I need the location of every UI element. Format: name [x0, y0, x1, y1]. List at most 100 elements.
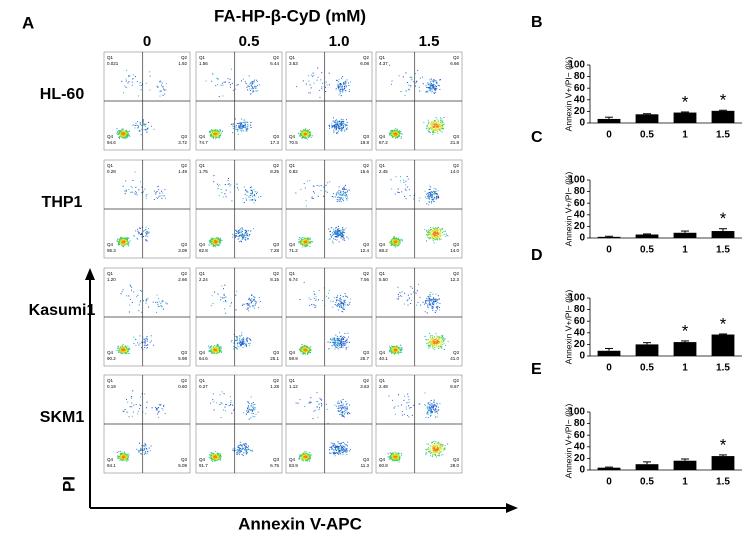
- event-dot: [221, 130, 223, 132]
- event-dot: [220, 132, 222, 134]
- event-dot: [391, 349, 393, 351]
- event-dot: [239, 231, 241, 233]
- event-dot: [242, 124, 244, 126]
- event-dot: [343, 86, 345, 88]
- event-dot: [428, 204, 430, 206]
- event-dot: [432, 227, 434, 229]
- event-dot: [333, 342, 335, 344]
- event-dot: [334, 342, 336, 344]
- event-dot: [393, 134, 395, 136]
- event-dot: [250, 126, 252, 128]
- event-dot: [337, 344, 339, 346]
- event-dot: [251, 300, 253, 302]
- event-dot: [244, 193, 246, 195]
- event-dot: [307, 240, 309, 242]
- event-dot: [222, 84, 224, 86]
- quadrant-name: Q2: [453, 55, 460, 60]
- event-dot: [436, 234, 438, 236]
- event-dot: [210, 132, 212, 134]
- event-dot: [305, 83, 307, 85]
- event-dot: [304, 238, 306, 240]
- event-dot: [120, 136, 122, 138]
- event-dot: [256, 301, 258, 303]
- event-dot: [340, 199, 342, 201]
- event-dot: [440, 235, 442, 237]
- event-dot: [162, 308, 164, 310]
- quadrant-value: 14.0: [450, 248, 459, 253]
- event-dot: [306, 131, 308, 133]
- event-dot: [437, 228, 439, 230]
- event-dot: [396, 241, 398, 243]
- event-dot: [214, 238, 216, 240]
- event-dot: [240, 228, 242, 230]
- event-dot: [130, 289, 132, 291]
- event-dot: [342, 296, 344, 298]
- event-dot: [126, 295, 128, 297]
- event-dot: [398, 134, 400, 136]
- event-dot: [215, 349, 217, 351]
- event-dot: [335, 235, 337, 237]
- event-dot: [393, 238, 395, 240]
- event-dot: [256, 80, 258, 82]
- event-dot: [152, 301, 154, 303]
- event-dot: [430, 191, 432, 193]
- event-dot: [440, 130, 442, 132]
- event-dot: [254, 297, 256, 299]
- event-dot: [392, 346, 394, 348]
- event-dot: [249, 83, 251, 85]
- event-dot: [125, 137, 127, 139]
- event-dot: [124, 352, 126, 354]
- quadrant-name: Q3: [273, 134, 280, 139]
- event-dot: [434, 191, 436, 193]
- event-dot: [234, 236, 236, 238]
- event-dot: [398, 353, 400, 355]
- event-dot: [227, 183, 229, 185]
- event-dot: [157, 298, 159, 300]
- event-dot: [303, 344, 305, 346]
- event-dot: [431, 191, 433, 193]
- event-dot: [301, 353, 303, 355]
- event-dot: [302, 347, 304, 349]
- event-dot: [304, 135, 306, 137]
- event-dot: [141, 236, 143, 238]
- event-dot: [248, 305, 250, 307]
- event-dot: [233, 345, 235, 347]
- event-dot: [341, 231, 343, 233]
- event-dot: [240, 340, 242, 342]
- event-dot: [124, 133, 126, 135]
- event-dot: [317, 195, 319, 197]
- event-dot: [250, 186, 252, 188]
- event-dot: [394, 130, 396, 132]
- event-dot: [137, 238, 139, 240]
- event-dot: [213, 346, 215, 348]
- event-dot: [128, 347, 130, 349]
- event-dot: [304, 129, 306, 131]
- event-dot: [309, 92, 311, 94]
- event-dot: [299, 349, 301, 351]
- event-dot: [397, 352, 399, 354]
- event-dot: [396, 347, 398, 349]
- event-dot: [213, 181, 215, 183]
- event-dot: [340, 201, 342, 203]
- event-dot: [138, 233, 140, 235]
- event-dot: [435, 116, 437, 118]
- event-dot: [217, 78, 219, 80]
- event-dot: [335, 129, 337, 131]
- event-dot: [320, 189, 322, 191]
- event-dot: [431, 199, 433, 201]
- event-dot: [434, 193, 436, 195]
- event-dot: [147, 232, 149, 234]
- event-dot: [125, 134, 127, 136]
- event-dot: [214, 352, 216, 354]
- event-dot: [212, 133, 214, 135]
- event-dot: [396, 133, 398, 135]
- event-dot: [395, 351, 397, 353]
- event-dot: [214, 241, 216, 243]
- event-dot: [251, 84, 253, 86]
- quadrant-name: Q1: [199, 55, 206, 60]
- event-dot: [299, 240, 301, 242]
- event-dot: [332, 341, 334, 343]
- event-dot: [318, 289, 320, 291]
- event-dot: [140, 232, 142, 234]
- event-dot: [395, 133, 397, 135]
